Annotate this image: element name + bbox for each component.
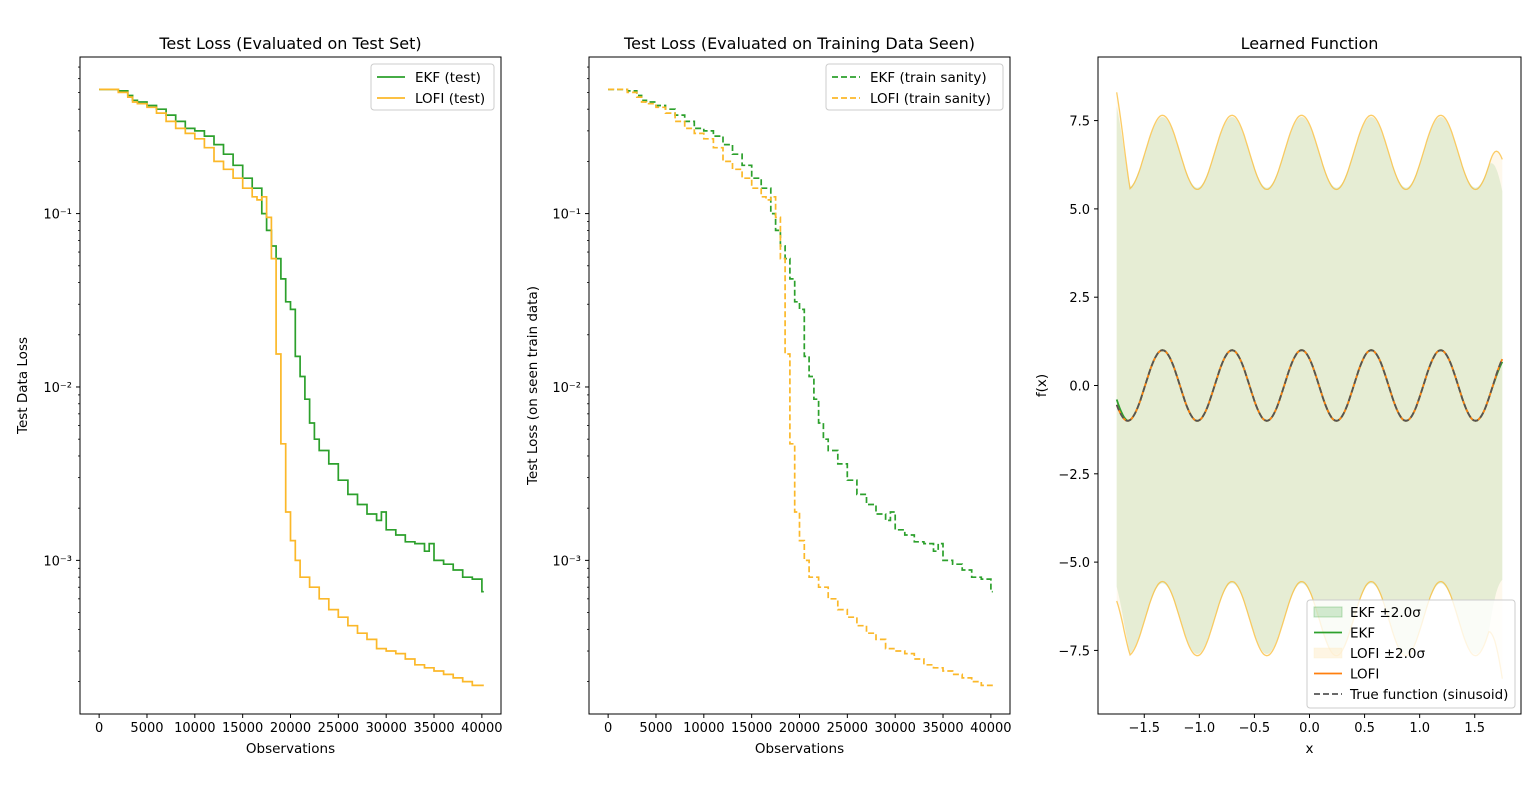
x-tick-label: 30000 bbox=[875, 721, 916, 736]
legend-label: LOFI bbox=[1350, 667, 1379, 683]
y-tick-label: 10⁻² bbox=[552, 381, 581, 396]
axis-ticks: 0 5000 10000 15000 20000 25000 30000 35000 40000… bbox=[43, 66, 503, 736]
x-tick-label: 10000 bbox=[683, 721, 724, 736]
y-tick-label: −5.0 bbox=[1058, 556, 1090, 571]
legend-label: LOFI ±2.0σ bbox=[1350, 646, 1425, 662]
x-tick-label: 25000 bbox=[318, 721, 359, 736]
axes-frame bbox=[588, 56, 1011, 715]
axes-frame bbox=[79, 56, 502, 715]
plot-area bbox=[608, 88, 993, 687]
y-tick-label: −2.5 bbox=[1058, 468, 1090, 483]
x-tick-label: −0.5 bbox=[1239, 721, 1271, 736]
series-line-ekf bbox=[99, 88, 484, 593]
lofi-band-upper-edge bbox=[1116, 92, 1503, 191]
chart-panel-learned-function: Learned Function x f(x) −1.5 −1.0 −0.5 0.0 0… bbox=[1034, 34, 1522, 757]
x-tick-label: 20000 bbox=[270, 721, 311, 736]
x-tick-label: 40000 bbox=[970, 721, 1011, 736]
x-tick-label: 0 bbox=[604, 721, 612, 736]
x-tick-label: 35000 bbox=[413, 721, 454, 736]
chart-title: Test Loss (Evaluated on Test Set) bbox=[158, 34, 421, 53]
x-tick-label: 0.5 bbox=[1354, 721, 1375, 736]
y-tick-label: 7.5 bbox=[1069, 115, 1090, 130]
y-tick-label: −7.5 bbox=[1058, 644, 1090, 659]
series-line-lofi bbox=[99, 88, 484, 687]
x-tick-label: 5000 bbox=[639, 721, 672, 736]
y-tick-label: 10⁻³ bbox=[552, 554, 581, 569]
lofi-uncertainty-band bbox=[1116, 92, 1503, 679]
legend-frame bbox=[825, 63, 1004, 111]
legend: EKF (train sanity) LOFI (train sanity) bbox=[825, 63, 1004, 111]
legend-swatch bbox=[1313, 647, 1343, 659]
y-tick-label: 10⁻¹ bbox=[43, 208, 72, 223]
x-tick-label: −1.0 bbox=[1184, 721, 1216, 736]
legend-label: LOFI (test) bbox=[415, 91, 485, 107]
legend-label: EKF bbox=[1350, 626, 1375, 642]
x-tick-label: 0 bbox=[95, 721, 103, 736]
legend-label: LOFI (train sanity) bbox=[870, 91, 991, 107]
chart-title: Learned Function bbox=[1241, 34, 1379, 53]
legend-label: EKF (test) bbox=[415, 70, 481, 86]
x-tick-label: 1.0 bbox=[1409, 721, 1430, 736]
axes-frame bbox=[1097, 56, 1522, 715]
y-tick-label: 5.0 bbox=[1069, 203, 1090, 218]
y-tick-label: 0.0 bbox=[1069, 380, 1090, 395]
x-tick-label: −1.5 bbox=[1128, 721, 1160, 736]
x-tick-label: 30000 bbox=[366, 721, 407, 736]
axis-ticks: −1.5 −1.0 −0.5 0.0 0.5 1.0 1.5 7.5 5.0 2.5 0.0 −2.5… bbox=[1058, 115, 1485, 736]
legend-label: EKF (train sanity) bbox=[870, 70, 987, 86]
chart-panel-train-loss: Test Loss (Evaluated on Training Data Se… bbox=[525, 34, 1012, 757]
legend-label: True function (sinusoid) bbox=[1349, 687, 1508, 703]
x-axis-label: Observations bbox=[755, 741, 844, 757]
x-tick-label: 1.5 bbox=[1464, 721, 1485, 736]
ekf-uncertainty-band bbox=[1116, 106, 1503, 654]
x-tick-label: 5000 bbox=[130, 721, 163, 736]
lofi-band-lower-edge bbox=[1116, 580, 1503, 679]
legend-frame bbox=[1306, 599, 1516, 709]
x-tick-label: 20000 bbox=[779, 721, 820, 736]
y-tick-label: 10⁻³ bbox=[43, 554, 72, 569]
plot-area bbox=[99, 88, 484, 687]
x-tick-label: 40000 bbox=[461, 721, 502, 736]
x-tick-label: 15000 bbox=[731, 721, 772, 736]
legend: EKF (test) LOFI (test) bbox=[370, 63, 495, 111]
legend-swatch bbox=[1313, 606, 1343, 618]
x-tick-label: 25000 bbox=[827, 721, 868, 736]
x-axis-label: Observations bbox=[246, 741, 335, 757]
plot-area bbox=[1115, 92, 1504, 679]
series-line-ekf bbox=[608, 88, 993, 593]
x-tick-label: 15000 bbox=[222, 721, 263, 736]
y-tick-label: 10⁻¹ bbox=[552, 208, 581, 223]
x-tick-label: 10000 bbox=[174, 721, 215, 736]
legend-label: EKF ±2.0σ bbox=[1350, 605, 1421, 621]
series-line-lofi bbox=[608, 88, 993, 687]
true-function-line bbox=[1115, 349, 1504, 422]
y-tick-label: 10⁻² bbox=[43, 381, 72, 396]
y-axis-label: Test Loss (on seen train data) bbox=[525, 286, 541, 486]
x-axis-label: x bbox=[1306, 741, 1314, 757]
legend: EKF ±2.0σ EKF LOFI ±2.0σ LOFI True function … bbox=[1306, 599, 1516, 709]
y-tick-label: 2.5 bbox=[1069, 291, 1090, 306]
chart-panel-test-loss: Test Loss (Evaluated on Test Set) Observ… bbox=[15, 34, 503, 757]
x-tick-label: 0.0 bbox=[1299, 721, 1320, 736]
y-axis-label: Test Data Loss bbox=[15, 337, 31, 435]
y-axis-label: f(x) bbox=[1034, 374, 1050, 397]
chart-title: Test Loss (Evaluated on Training Data Se… bbox=[623, 34, 975, 53]
x-tick-label: 35000 bbox=[922, 721, 963, 736]
